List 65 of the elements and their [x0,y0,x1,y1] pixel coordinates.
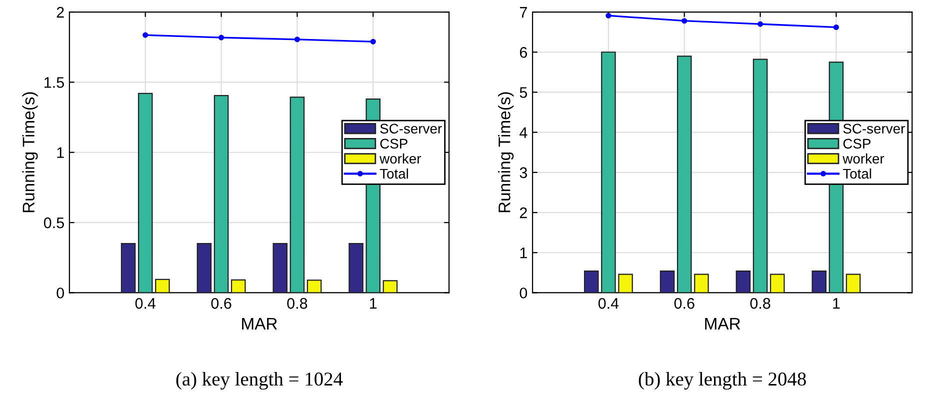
legend-label: SC-server [380,124,442,134]
x-tick-label: 1 [370,298,377,309]
y-tick-label: 2 [56,6,64,18]
text: (a) key length = 1024 [176,372,343,390]
bar [138,92,153,293]
y-axis-title: Running Time(s) [22,92,38,212]
legend-label: Total [380,168,408,179]
legend-label: worker [380,153,422,164]
y-tick-label: 5 [520,87,528,98]
bar [752,58,768,293]
y-tick-label: 1.5 [44,77,64,88]
bar [382,280,398,293]
y-tick-label: 0 [520,288,528,298]
y-tick-label: 1 [520,248,527,258]
y-tick-label: 7 [520,7,527,18]
bar [348,243,364,293]
y-tick-label: 1 [57,147,64,158]
bar [120,243,136,293]
x-tick-label: 0.4 [598,298,619,309]
bar [155,278,170,293]
point [682,18,688,24]
bar [272,243,288,293]
y-tick-label: 0.5 [44,217,64,228]
point [142,32,148,38]
point [758,21,764,27]
bar [214,94,229,293]
x-tick-label: 0.6 [674,298,694,309]
x-tick-label: 1 [833,298,840,309]
legend-label: Total [842,168,872,179]
point [833,24,839,30]
bar [290,96,305,293]
bar [676,56,692,293]
legend-label: CSP [380,138,408,149]
legend-label: SC-server [843,124,905,134]
bar [736,270,751,293]
bar [660,270,675,293]
point [370,38,376,44]
bar [230,279,246,293]
x-axis-title: MAR [242,318,277,330]
bar [196,243,212,293]
bar [584,270,599,293]
y-tick-label: 6 [520,47,527,58]
legend-label: CSP [843,138,870,149]
bar [618,274,633,293]
y-axis-title: Running Time(s) [498,92,514,212]
text: (b) key length = 2048 [638,372,806,390]
y-tick-label: 4 [520,127,528,138]
bar [812,270,826,293]
point [218,34,224,40]
bar [846,274,861,293]
x-axis-title: MAR [705,318,740,330]
x-tick-label: 0.8 [750,298,770,309]
y-tick-label: 2 [520,207,527,218]
bar [694,274,709,293]
bar [601,52,616,293]
point [606,12,612,18]
legend-label: worker [842,153,884,164]
y-tick-label: 3 [520,167,527,178]
x-tick-label: 0.8 [287,298,308,309]
bar [306,280,322,293]
y-tick-label: 0 [56,288,64,298]
bar [770,274,785,293]
x-tick-label: 0.4 [135,298,156,309]
x-tick-label: 0.6 [211,298,232,309]
point [294,36,300,42]
